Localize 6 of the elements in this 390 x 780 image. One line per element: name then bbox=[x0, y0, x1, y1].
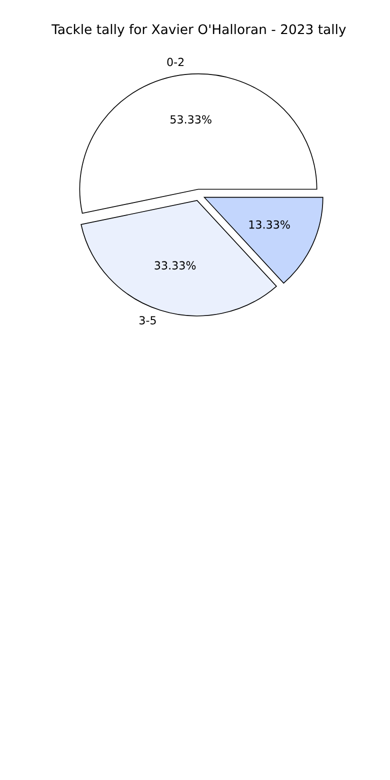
data-label: 13.33% bbox=[249, 220, 290, 229]
slice-label: 0-2 bbox=[167, 58, 184, 66]
data-label: 33.33% bbox=[154, 261, 196, 270]
slice-label: 3-5 bbox=[139, 316, 156, 324]
data-label: 53.33% bbox=[170, 115, 212, 124]
chart-title: Tackle tally for Xavier O'Halloran - 2023 tally bbox=[52, 24, 346, 37]
